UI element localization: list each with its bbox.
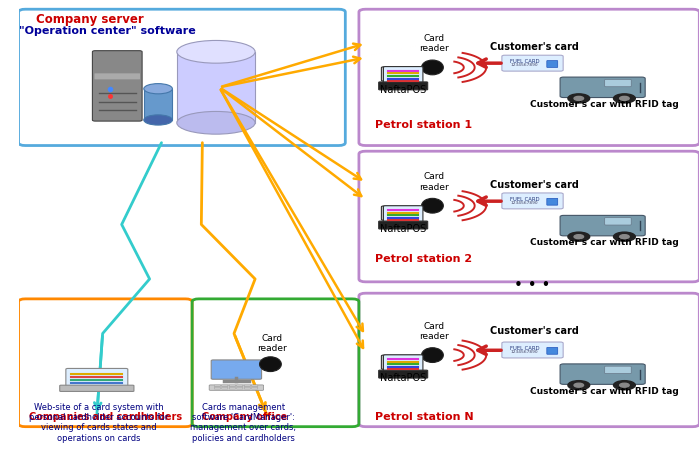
FancyBboxPatch shape bbox=[209, 385, 264, 390]
Circle shape bbox=[613, 381, 636, 390]
FancyBboxPatch shape bbox=[244, 388, 251, 389]
Text: Card
reader: Card reader bbox=[419, 172, 449, 192]
Circle shape bbox=[574, 235, 584, 239]
FancyBboxPatch shape bbox=[382, 67, 421, 81]
FancyBboxPatch shape bbox=[144, 89, 172, 120]
Text: Customer's car with RFID tag: Customer's car with RFID tag bbox=[530, 387, 678, 396]
FancyBboxPatch shape bbox=[382, 206, 421, 220]
Circle shape bbox=[620, 383, 629, 387]
Text: Petrol station N: Petrol station N bbox=[374, 412, 473, 422]
FancyBboxPatch shape bbox=[229, 386, 235, 388]
Text: Card
reader: Card reader bbox=[419, 322, 449, 341]
Text: Company office: Company office bbox=[202, 412, 288, 422]
Text: Customer's card: Customer's card bbox=[490, 180, 579, 190]
Text: Card
reader: Card reader bbox=[258, 334, 287, 353]
Text: NaftaPOS: NaftaPOS bbox=[380, 373, 426, 383]
Text: Customer's car with RFID tag: Customer's car with RFID tag bbox=[530, 238, 678, 247]
Text: NaftaPOS: NaftaPOS bbox=[380, 85, 426, 95]
Text: Customer's car with RFID tag: Customer's car with RFID tag bbox=[530, 100, 678, 109]
Text: FUEL CARD: FUEL CARD bbox=[510, 197, 539, 202]
FancyBboxPatch shape bbox=[211, 360, 262, 379]
Text: Petrol station 1: Petrol station 1 bbox=[374, 120, 472, 130]
Text: NaftaPOS: NaftaPOS bbox=[380, 224, 426, 234]
Text: Web-site of a card system with
personal cardholder accounts for
viewing of cards: Web-site of a card system with personal … bbox=[29, 403, 169, 443]
FancyBboxPatch shape bbox=[222, 386, 228, 388]
Text: • • •: • • • bbox=[514, 278, 551, 293]
FancyBboxPatch shape bbox=[92, 51, 142, 121]
Ellipse shape bbox=[144, 84, 172, 94]
FancyBboxPatch shape bbox=[214, 386, 220, 388]
Ellipse shape bbox=[144, 115, 172, 125]
FancyBboxPatch shape bbox=[252, 386, 258, 388]
FancyBboxPatch shape bbox=[547, 61, 558, 67]
FancyBboxPatch shape bbox=[222, 385, 228, 386]
FancyBboxPatch shape bbox=[560, 77, 645, 97]
Circle shape bbox=[574, 96, 584, 101]
FancyBboxPatch shape bbox=[214, 385, 220, 386]
FancyBboxPatch shape bbox=[384, 206, 423, 223]
FancyBboxPatch shape bbox=[502, 55, 564, 71]
Circle shape bbox=[568, 232, 589, 241]
FancyBboxPatch shape bbox=[605, 79, 631, 87]
Text: 1234567890: 1234567890 bbox=[510, 350, 538, 354]
FancyBboxPatch shape bbox=[214, 388, 220, 389]
Ellipse shape bbox=[421, 198, 443, 213]
Text: Card
reader: Card reader bbox=[419, 34, 449, 53]
Text: "Operation center" software: "Operation center" software bbox=[19, 26, 195, 36]
Text: 1234567890: 1234567890 bbox=[510, 63, 538, 67]
Circle shape bbox=[574, 383, 584, 387]
FancyBboxPatch shape bbox=[244, 386, 251, 388]
FancyBboxPatch shape bbox=[222, 388, 228, 389]
FancyBboxPatch shape bbox=[94, 73, 140, 79]
Ellipse shape bbox=[177, 40, 255, 63]
FancyBboxPatch shape bbox=[547, 347, 558, 354]
Text: FUEL CARD: FUEL CARD bbox=[510, 346, 539, 351]
Text: Customer's card: Customer's card bbox=[490, 42, 579, 52]
FancyBboxPatch shape bbox=[502, 193, 564, 209]
Circle shape bbox=[613, 232, 636, 241]
FancyBboxPatch shape bbox=[560, 364, 645, 384]
Text: FUEL CARD: FUEL CARD bbox=[510, 59, 539, 64]
FancyBboxPatch shape bbox=[237, 386, 243, 388]
FancyBboxPatch shape bbox=[244, 385, 251, 386]
FancyBboxPatch shape bbox=[382, 355, 421, 369]
Text: Customer's card: Customer's card bbox=[490, 326, 579, 337]
Circle shape bbox=[620, 235, 629, 239]
FancyBboxPatch shape bbox=[605, 217, 631, 225]
FancyBboxPatch shape bbox=[237, 388, 243, 389]
Circle shape bbox=[620, 96, 629, 101]
FancyBboxPatch shape bbox=[384, 67, 423, 84]
FancyBboxPatch shape bbox=[252, 388, 258, 389]
FancyBboxPatch shape bbox=[560, 215, 645, 236]
FancyBboxPatch shape bbox=[379, 221, 428, 229]
Ellipse shape bbox=[177, 111, 255, 134]
Circle shape bbox=[568, 94, 589, 103]
FancyBboxPatch shape bbox=[229, 385, 235, 386]
FancyBboxPatch shape bbox=[177, 52, 255, 123]
Ellipse shape bbox=[421, 60, 443, 75]
Circle shape bbox=[613, 94, 636, 103]
FancyBboxPatch shape bbox=[237, 385, 243, 386]
FancyBboxPatch shape bbox=[379, 370, 428, 378]
FancyBboxPatch shape bbox=[547, 198, 558, 205]
Text: Company server: Company server bbox=[36, 14, 144, 26]
FancyBboxPatch shape bbox=[229, 388, 235, 389]
FancyBboxPatch shape bbox=[379, 82, 428, 90]
FancyBboxPatch shape bbox=[60, 385, 134, 391]
Text: 1234567890: 1234567890 bbox=[510, 201, 538, 205]
Text: Petrol station 2: Petrol station 2 bbox=[374, 254, 472, 264]
FancyBboxPatch shape bbox=[605, 366, 631, 374]
FancyBboxPatch shape bbox=[252, 385, 258, 386]
Ellipse shape bbox=[260, 357, 281, 371]
Circle shape bbox=[568, 381, 589, 390]
Text: Cards management
software 'CardManager':
management over cards,
policies and car: Cards management software 'CardManager':… bbox=[190, 403, 296, 443]
FancyBboxPatch shape bbox=[384, 355, 423, 372]
Text: Companies and cardholders: Companies and cardholders bbox=[29, 412, 182, 422]
Ellipse shape bbox=[421, 348, 443, 362]
FancyBboxPatch shape bbox=[66, 368, 128, 386]
FancyBboxPatch shape bbox=[502, 342, 564, 358]
